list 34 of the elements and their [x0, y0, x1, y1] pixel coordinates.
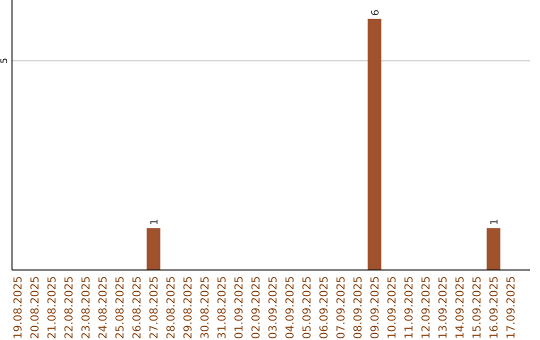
data-label: 1 — [150, 218, 160, 226]
x-tick-label: 06.09.2025 — [318, 276, 330, 339]
x-tick-label: 09.09.2025 — [368, 276, 382, 339]
x-tick-label: 21.08.2025 — [46, 276, 58, 339]
x-tick-label: 25.08.2025 — [114, 276, 126, 339]
x-tick-label: 14.09.2025 — [454, 276, 466, 339]
x-tick-label: 07.09.2025 — [334, 276, 348, 339]
x-tick-label: 10.09.2025 — [386, 276, 398, 339]
x-tick-label: 31.08.2025 — [216, 276, 228, 339]
y-tick-label: 5 — [0, 58, 10, 64]
x-tick-label: 15.09.2025 — [470, 276, 484, 339]
x-tick-label: 30.08.2025 — [198, 276, 212, 339]
x-tick-label: 17.09.2025 — [504, 276, 518, 339]
data-label: 1 — [490, 218, 500, 226]
x-tick-label: 12.09.2025 — [420, 276, 432, 339]
x-tick-label: 11.09.2025 — [402, 276, 416, 339]
data-label: 6 — [370, 9, 382, 16]
x-tick-label: 24.08.2025 — [96, 276, 110, 339]
x-tick-label: 23.08.2025 — [80, 276, 92, 339]
x-tick-label: 04.09.2025 — [284, 276, 296, 339]
x-tick-label: 01.09.2025 — [232, 276, 246, 339]
x-tick-label: 16.09.2025 — [488, 276, 500, 339]
x-tick-label: 28.08.2025 — [164, 276, 178, 339]
x-tick-label: 27.08.2025 — [148, 276, 160, 339]
x-tick-label: 29.08.2025 — [182, 276, 194, 339]
x-tick-label: 03.09.2025 — [266, 276, 280, 339]
x-tick-label: 20.08.2025 — [28, 276, 42, 339]
x-tick-label: 08.09.2025 — [352, 276, 364, 339]
x-tick-label: 05.09.2025 — [300, 276, 314, 339]
x-tick-label: 26.08.2025 — [130, 276, 144, 339]
x-tick-label: 02.09.2025 — [250, 276, 262, 339]
x-tick-label: 22.08.2025 — [62, 276, 76, 339]
x-tick-label: 19.08.2025 — [12, 276, 24, 339]
x-tick-label: 13.09.2025 — [436, 276, 450, 339]
